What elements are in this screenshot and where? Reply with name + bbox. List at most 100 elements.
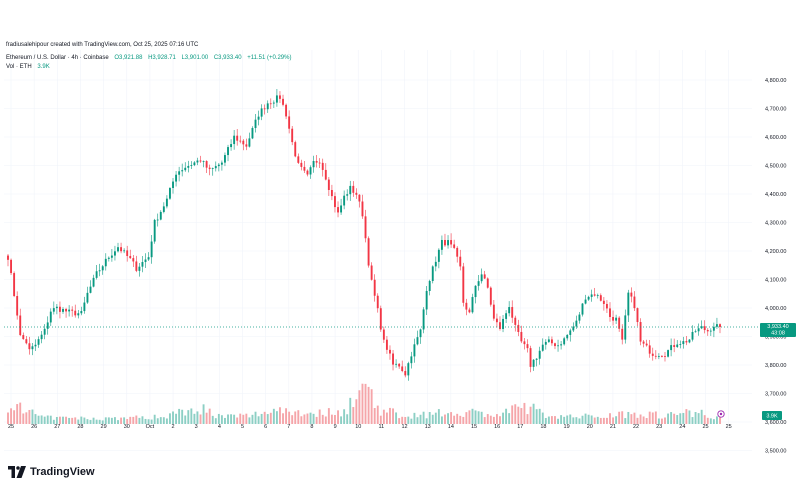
volume-bar: [447, 413, 449, 424]
volume-bar: [263, 411, 266, 424]
candle-body: [34, 344, 37, 347]
volume-bar: [550, 416, 553, 424]
x-tick-label: 26: [31, 424, 37, 430]
volume-bar: [370, 389, 373, 424]
candle-body: [260, 108, 263, 117]
volume-bar: [346, 414, 349, 424]
volume-bar: [282, 413, 284, 424]
volume-bar: [486, 414, 489, 424]
candle-body: [679, 344, 682, 345]
candle-body: [208, 167, 211, 169]
candle-body: [599, 295, 602, 301]
candle-body: [554, 343, 556, 347]
candle-body: [110, 255, 113, 258]
candle-body: [688, 339, 691, 343]
volume-bar: [618, 411, 621, 424]
volume-bar: [117, 420, 119, 424]
candle-body: [205, 161, 208, 168]
volume-label[interactable]: Vol · ETH: [6, 64, 32, 70]
volume-bar: [673, 413, 676, 424]
candle-body: [211, 168, 214, 170]
symbol-title[interactable]: Ethereum / U.S. Dollar · 4h · Coinbase: [6, 55, 109, 61]
volume-bar: [382, 409, 385, 424]
x-tick-label: 18: [540, 424, 546, 430]
candle-body: [615, 317, 618, 321]
candle-body: [86, 292, 89, 303]
volume-bar: [526, 414, 529, 424]
candle-body: [389, 349, 391, 354]
volume-bar: [416, 417, 419, 424]
candle-body: [297, 156, 300, 163]
candle-body: [40, 334, 43, 340]
candle-body: [141, 262, 144, 267]
x-tick-label: 23: [656, 424, 662, 430]
volume-bar: [474, 410, 477, 424]
volume-bar: [361, 383, 364, 424]
candle-body: [685, 341, 688, 343]
volume-bar: [691, 417, 694, 424]
candle-body: [358, 194, 361, 202]
candle-body: [370, 265, 373, 280]
volume-bar: [520, 408, 523, 424]
volume-bar: [535, 409, 538, 424]
candle-body: [413, 344, 416, 357]
candlesticks: [7, 88, 721, 381]
volume-bar: [612, 417, 614, 424]
volume-bar: [465, 412, 468, 424]
candle-body: [648, 345, 651, 354]
candle-body: [352, 185, 355, 193]
volume-bar: [602, 417, 605, 424]
time-axis[interactable]: 25 26 27 28 29 30 Oct 2 3 4 5 6 7 8 9 10 11 12 13 14 15 16 17 1…: [8, 424, 732, 430]
volume-bar: [107, 417, 110, 424]
volume-bar: [621, 411, 624, 424]
volume-bar: [572, 417, 575, 424]
volume-bar: [184, 415, 187, 424]
volume-bar: [645, 418, 648, 424]
volume-bar: [275, 411, 278, 424]
candle-body: [633, 296, 636, 309]
candle-body: [199, 160, 202, 162]
candle-body: [492, 304, 495, 319]
x-tick-label: 21: [610, 424, 616, 430]
candle-body: [422, 309, 425, 330]
volume-bar: [199, 414, 202, 424]
candle-body: [7, 255, 9, 260]
y-tick-label: 4,000.00: [765, 306, 786, 312]
candle-body: [132, 258, 135, 262]
volume-bar: [651, 412, 654, 424]
volume-bar: [694, 412, 697, 424]
volume-bar: [398, 418, 401, 424]
volume-bar: [248, 417, 251, 424]
candle-body: [172, 181, 174, 189]
candle-body: [129, 255, 132, 259]
candle-body: [309, 167, 312, 175]
volume-bar: [349, 397, 352, 424]
candle-body: [541, 344, 544, 351]
candle-body: [474, 285, 477, 298]
volume-bar: [159, 417, 162, 424]
candle-body: [68, 309, 71, 312]
candle-body: [544, 341, 547, 345]
volume-bar: [648, 411, 651, 424]
volume-bar: [431, 414, 434, 424]
volume-bar: [563, 416, 566, 424]
candle-body: [193, 162, 196, 166]
volume-bar: [126, 419, 129, 424]
candle-body: [89, 286, 92, 293]
volume-bar: [450, 412, 453, 424]
volume-bar: [425, 418, 428, 424]
volume-bar: [214, 418, 217, 424]
volume-bar: [288, 411, 291, 424]
candle-body: [251, 128, 254, 139]
price-axis[interactable]: 4,800.00 4,700.00 4,600.00 4,500.00 4,400.00…: [765, 78, 786, 455]
candle-body: [609, 308, 611, 317]
candle-body: [153, 219, 156, 242]
volume-bar: [114, 417, 116, 424]
x-tick-label: 9: [334, 424, 337, 430]
volume-bar: [193, 413, 196, 424]
volume-bar: [578, 418, 581, 424]
candle-body: [135, 261, 138, 271]
candle-body: [557, 345, 559, 347]
candle-body: [682, 341, 685, 345]
